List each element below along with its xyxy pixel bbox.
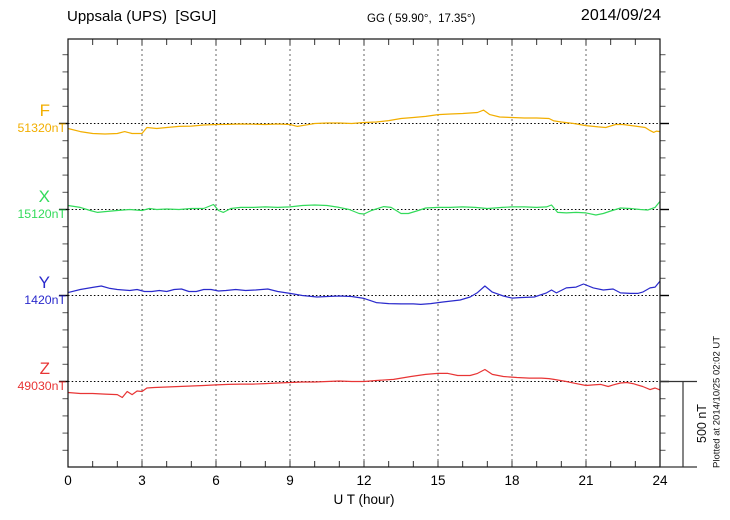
x-tick-label: 12 — [356, 473, 372, 488]
x-axis-title: U T (hour) — [333, 492, 395, 507]
trace-baseline-value-x: 15120nT — [17, 207, 66, 221]
trace-baseline-value-z: 49030nT — [17, 379, 66, 393]
observatory-coordinates: GG ( 59.90°, 17.35°) — [367, 13, 476, 25]
trace-letter-y: Y — [38, 273, 50, 292]
trace-letter-f: F — [39, 101, 50, 120]
scale-bar-label: 500 nT — [695, 404, 709, 444]
x-tick-label: 9 — [286, 473, 294, 488]
trace-letter-z: Z — [39, 359, 50, 378]
x-tick-label: 24 — [652, 473, 668, 488]
trace-legend-z: Z 49030nT — [2, 358, 66, 394]
x-tick-label: 21 — [578, 473, 594, 488]
plotted-at-note: Plotted at 2014/10/25 02:02 UT — [711, 335, 723, 469]
x-tick-label: 3 — [138, 473, 146, 488]
plot-date: 2014/09/24 — [580, 7, 661, 24]
trace-letter-x: X — [38, 187, 50, 206]
x-tick-label: 18 — [504, 473, 520, 488]
x-tick-label: 6 — [212, 473, 220, 488]
trace-legend-f: F 51320nT — [2, 100, 66, 136]
trace-baseline-value-y: 1420nT — [24, 293, 66, 307]
x-tick-label: 15 — [430, 473, 446, 488]
trace-legend-x: X 15120nT — [2, 186, 66, 222]
trace-baseline-value-f: 51320nT — [17, 121, 66, 135]
page-title: Uppsala (UPS) [SGU] — [67, 8, 217, 25]
x-tick-label: 0 — [64, 473, 72, 488]
trace-legend-y: Y 1420nT — [2, 272, 66, 308]
